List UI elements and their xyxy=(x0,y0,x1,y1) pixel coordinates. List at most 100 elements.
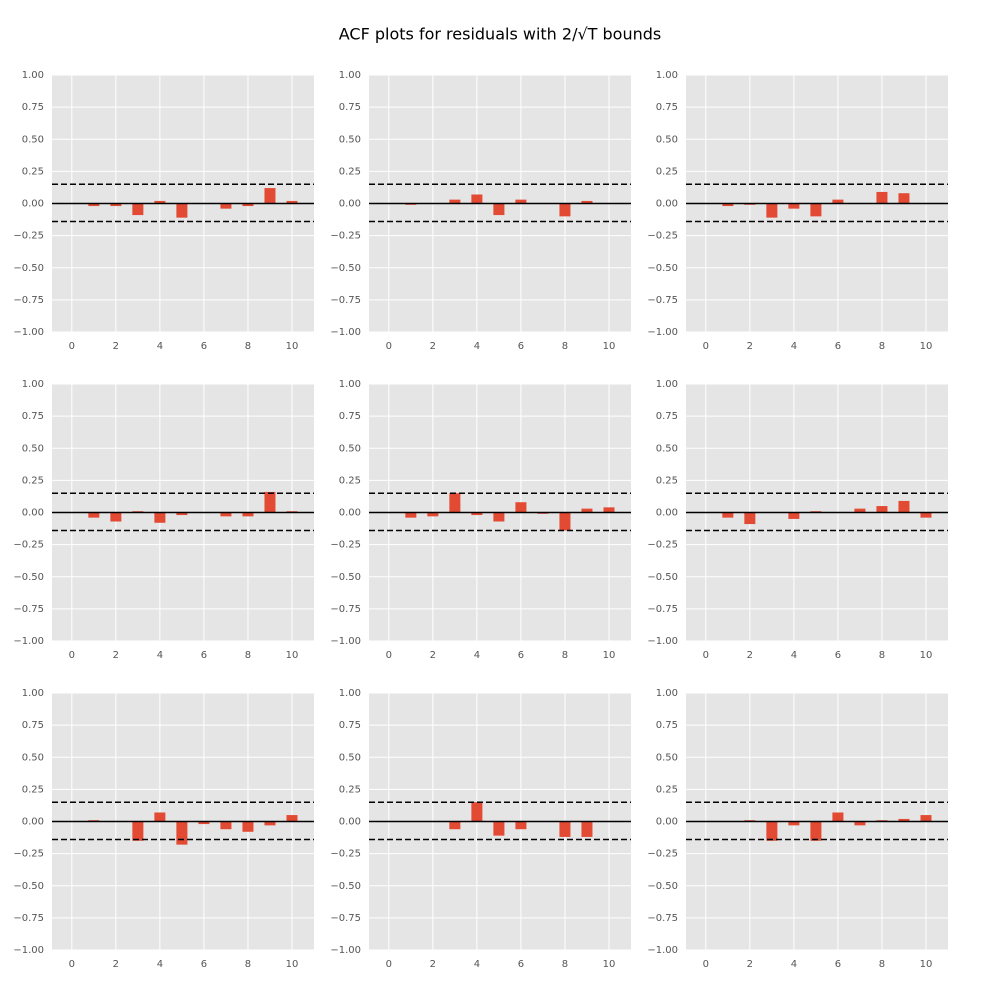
y-tick-label: 0.25 xyxy=(656,475,678,486)
y-tick-label: −0.25 xyxy=(13,540,44,551)
bar xyxy=(920,815,932,822)
bar xyxy=(427,512,439,517)
y-tick-label: −0.25 xyxy=(330,540,361,551)
y-tick-label: −0.25 xyxy=(13,849,44,860)
y-tick-label: −0.75 xyxy=(647,295,678,306)
y-tick-label: −0.25 xyxy=(647,540,678,551)
y-tick-label: 0.00 xyxy=(339,508,361,519)
x-tick-label: 6 xyxy=(201,341,207,352)
y-tick-label: 1.00 xyxy=(339,688,361,699)
y-tick-label: 1.00 xyxy=(656,379,678,390)
x-tick-label: 4 xyxy=(791,959,797,970)
bar xyxy=(559,203,571,217)
x-tick-label: 4 xyxy=(791,341,797,352)
y-tick-label: −0.25 xyxy=(647,849,678,860)
bar xyxy=(242,821,254,832)
bar xyxy=(493,821,505,836)
bar xyxy=(449,493,461,513)
bar xyxy=(176,203,188,218)
y-tick-label: 0.75 xyxy=(22,720,44,731)
y-tick-label: −1.00 xyxy=(13,945,44,956)
y-tick-label: −0.50 xyxy=(13,881,44,892)
y-tick-label: 0.50 xyxy=(339,752,361,763)
y-tick-label: 0.75 xyxy=(339,411,361,422)
y-tick-label: −0.25 xyxy=(13,231,44,242)
x-tick-label: 10 xyxy=(603,959,616,970)
x-tick-label: 8 xyxy=(879,650,885,661)
x-tick-label: 0 xyxy=(69,650,75,661)
bar xyxy=(220,512,232,517)
x-tick-label: 4 xyxy=(474,650,480,661)
x-tick-label: 2 xyxy=(747,650,753,661)
figure-title: ACF plots for residuals with 2/√T bounds xyxy=(339,25,662,44)
y-tick-label: 1.00 xyxy=(656,70,678,81)
bar xyxy=(264,821,276,826)
y-tick-label: 1.00 xyxy=(339,379,361,390)
x-tick-label: 2 xyxy=(430,650,436,661)
y-tick-label: 0.00 xyxy=(339,199,361,210)
x-tick-label: 0 xyxy=(386,959,392,970)
bar xyxy=(264,491,276,513)
x-tick-label: 8 xyxy=(562,341,568,352)
x-tick-label: 2 xyxy=(113,959,119,970)
x-tick-label: 8 xyxy=(879,959,885,970)
bar xyxy=(854,821,866,826)
bar xyxy=(220,821,232,830)
y-tick-label: 0.25 xyxy=(22,475,44,486)
y-tick-label: 0.50 xyxy=(339,134,361,145)
x-tick-label: 0 xyxy=(69,341,75,352)
y-tick-label: 0.50 xyxy=(22,134,44,145)
x-tick-label: 0 xyxy=(386,650,392,661)
y-tick-label: 1.00 xyxy=(22,379,44,390)
x-tick-label: 6 xyxy=(518,959,524,970)
x-tick-label: 6 xyxy=(201,650,207,661)
y-tick-label: −0.75 xyxy=(13,295,44,306)
y-tick-label: 0.00 xyxy=(656,817,678,828)
bar xyxy=(515,199,527,204)
bar xyxy=(449,821,461,830)
bar xyxy=(744,512,756,525)
x-tick-label: 6 xyxy=(835,341,841,352)
y-tick-label: −0.50 xyxy=(647,263,678,274)
y-tick-label: −0.75 xyxy=(330,295,361,306)
bar xyxy=(176,821,188,845)
y-tick-label: 0.25 xyxy=(22,784,44,795)
x-tick-label: 4 xyxy=(791,650,797,661)
bar xyxy=(449,199,461,204)
x-tick-label: 4 xyxy=(474,341,480,352)
bar xyxy=(88,203,100,207)
bar xyxy=(832,812,844,822)
x-tick-label: 10 xyxy=(920,650,933,661)
bar xyxy=(832,199,844,204)
y-tick-label: 0.50 xyxy=(22,752,44,763)
y-tick-label: −1.00 xyxy=(330,636,361,647)
bar xyxy=(581,200,593,204)
y-tick-label: −0.50 xyxy=(330,572,361,583)
bar xyxy=(788,203,800,209)
bar xyxy=(405,512,417,518)
x-tick-label: 8 xyxy=(562,650,568,661)
bar xyxy=(898,193,910,204)
y-tick-label: −0.25 xyxy=(647,231,678,242)
y-tick-label: 0.25 xyxy=(656,166,678,177)
y-tick-label: 1.00 xyxy=(22,688,44,699)
x-tick-label: 10 xyxy=(286,959,299,970)
y-tick-label: 0.25 xyxy=(339,784,361,795)
y-tick-label: −1.00 xyxy=(13,636,44,647)
y-tick-label: 0.00 xyxy=(22,817,44,828)
bar xyxy=(286,815,298,822)
bar xyxy=(88,512,100,518)
bar xyxy=(559,512,571,531)
x-tick-label: 4 xyxy=(157,341,163,352)
bar xyxy=(471,802,483,822)
x-tick-label: 2 xyxy=(747,341,753,352)
bar xyxy=(920,512,932,518)
y-tick-label: −0.50 xyxy=(647,572,678,583)
y-tick-label: 0.50 xyxy=(656,443,678,454)
x-tick-label: 2 xyxy=(113,650,119,661)
x-tick-label: 10 xyxy=(603,650,616,661)
bar xyxy=(132,203,144,216)
x-tick-label: 2 xyxy=(747,959,753,970)
bar xyxy=(110,512,122,522)
